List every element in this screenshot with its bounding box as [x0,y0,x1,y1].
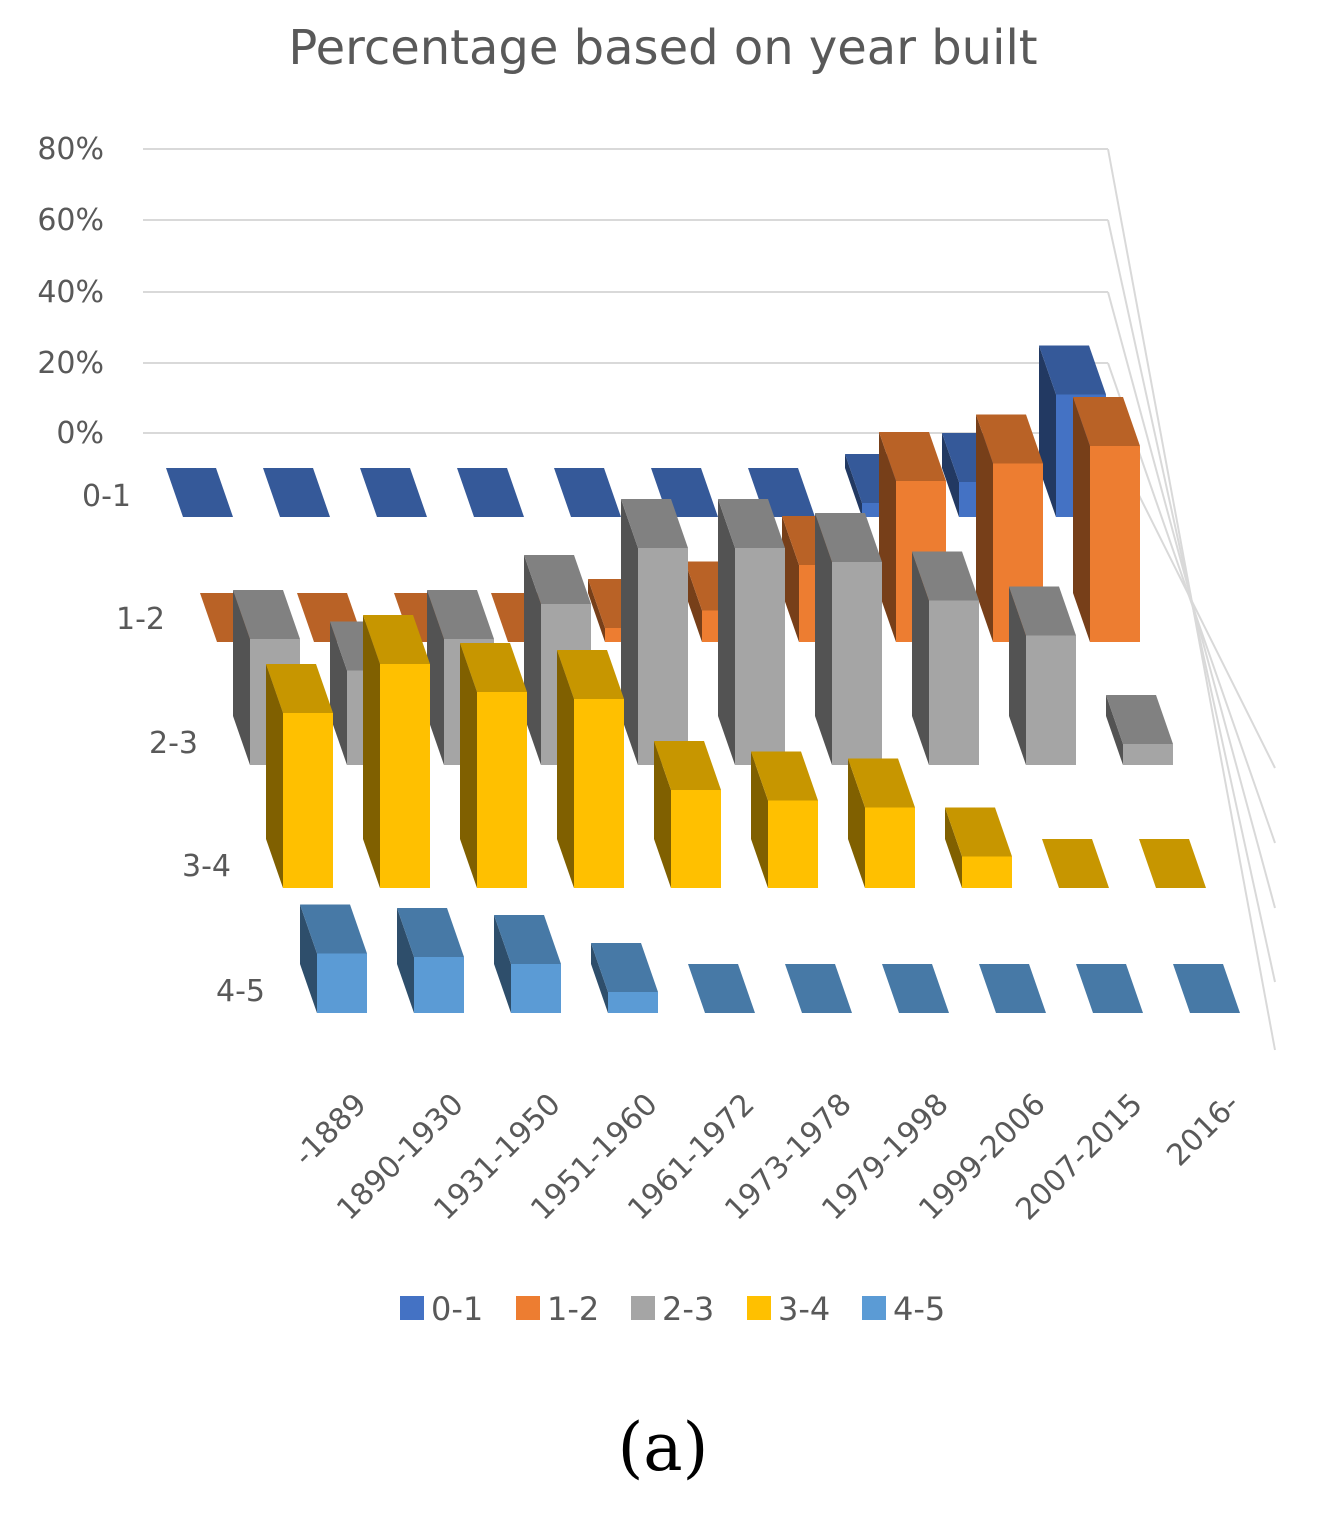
depth-axis-label: 0-1 [82,479,131,514]
legend-swatch [516,1296,540,1320]
bar [751,751,818,888]
bar [591,943,658,1013]
depth-axis-label: 4-5 [216,974,265,1009]
legend-label: 3-4 [778,1290,830,1328]
chart-title: Percentage based on year built [288,20,1037,76]
gridline-side [1107,148,1276,1051]
bar [1173,964,1240,1013]
depth-axis-labels: 0-1 1-2 2-3 3-4 4-5 [82,479,265,1009]
bar [718,499,785,765]
bars [166,345,1240,1013]
bar [621,499,688,765]
x-tick-label: -1889 [287,1087,373,1173]
legend-swatch [747,1296,771,1320]
bar [397,908,464,1013]
bar [1009,586,1076,765]
series-0-1 [166,345,1106,517]
bar [166,468,233,517]
bar [360,468,427,517]
bar [263,468,330,517]
legend-label: 1-2 [547,1290,599,1328]
legend-label: 4-5 [893,1290,945,1328]
x-axis-ticks: -18891890-19301931-19501951-19601961-197… [287,1087,1246,1227]
legend: 0-1 1-2 2-3 3-4 4-5 [400,1290,945,1328]
y-tick-label: 80% [37,132,104,167]
y-tick-label: 0% [56,416,104,451]
legend-label: 0-1 [431,1290,483,1328]
bar [300,904,367,1013]
series-3-4 [266,615,1206,888]
legend-item: 0-1 [400,1290,483,1328]
y-tick-label: 40% [37,275,104,310]
bar [1139,839,1206,888]
bar [882,964,949,1013]
bar [945,807,1012,888]
bar [976,414,1043,642]
bar [1042,839,1109,888]
bar [1106,695,1173,765]
bar [654,741,721,888]
bar [1073,397,1140,642]
bar [266,664,333,888]
legend-item: 4-5 [862,1290,945,1328]
bar [785,964,852,1013]
depth-axis-label: 2-3 [149,726,198,761]
figure-caption: (a) [618,1409,709,1486]
bar [1076,964,1143,1013]
depth-axis-label: 1-2 [116,602,165,637]
series-4-5 [300,904,1240,1013]
y-axis-ticks: 0% 20% 40% 60% 80% [37,132,104,451]
depth-axis-label: 3-4 [182,849,231,884]
y-tick-label: 60% [37,203,104,238]
legend-item: 1-2 [516,1290,599,1328]
bar [848,758,915,888]
x-tick-label: 2016- [1160,1087,1246,1173]
legend-swatch [862,1296,886,1320]
bar [557,650,624,888]
gridlines [143,148,1276,1051]
legend-item: 3-4 [747,1290,830,1328]
bar [912,551,979,765]
bar [554,468,621,517]
bar [815,513,882,765]
legend-item: 2-3 [631,1290,714,1328]
legend-swatch [631,1296,655,1320]
legend-label: 2-3 [662,1290,714,1328]
bar [494,915,561,1013]
bar [457,468,524,517]
y-tick-label: 20% [37,346,104,381]
bar [688,964,755,1013]
legend-swatch [400,1296,424,1320]
bar [363,615,430,888]
bar [460,643,527,888]
bar [979,964,1046,1013]
